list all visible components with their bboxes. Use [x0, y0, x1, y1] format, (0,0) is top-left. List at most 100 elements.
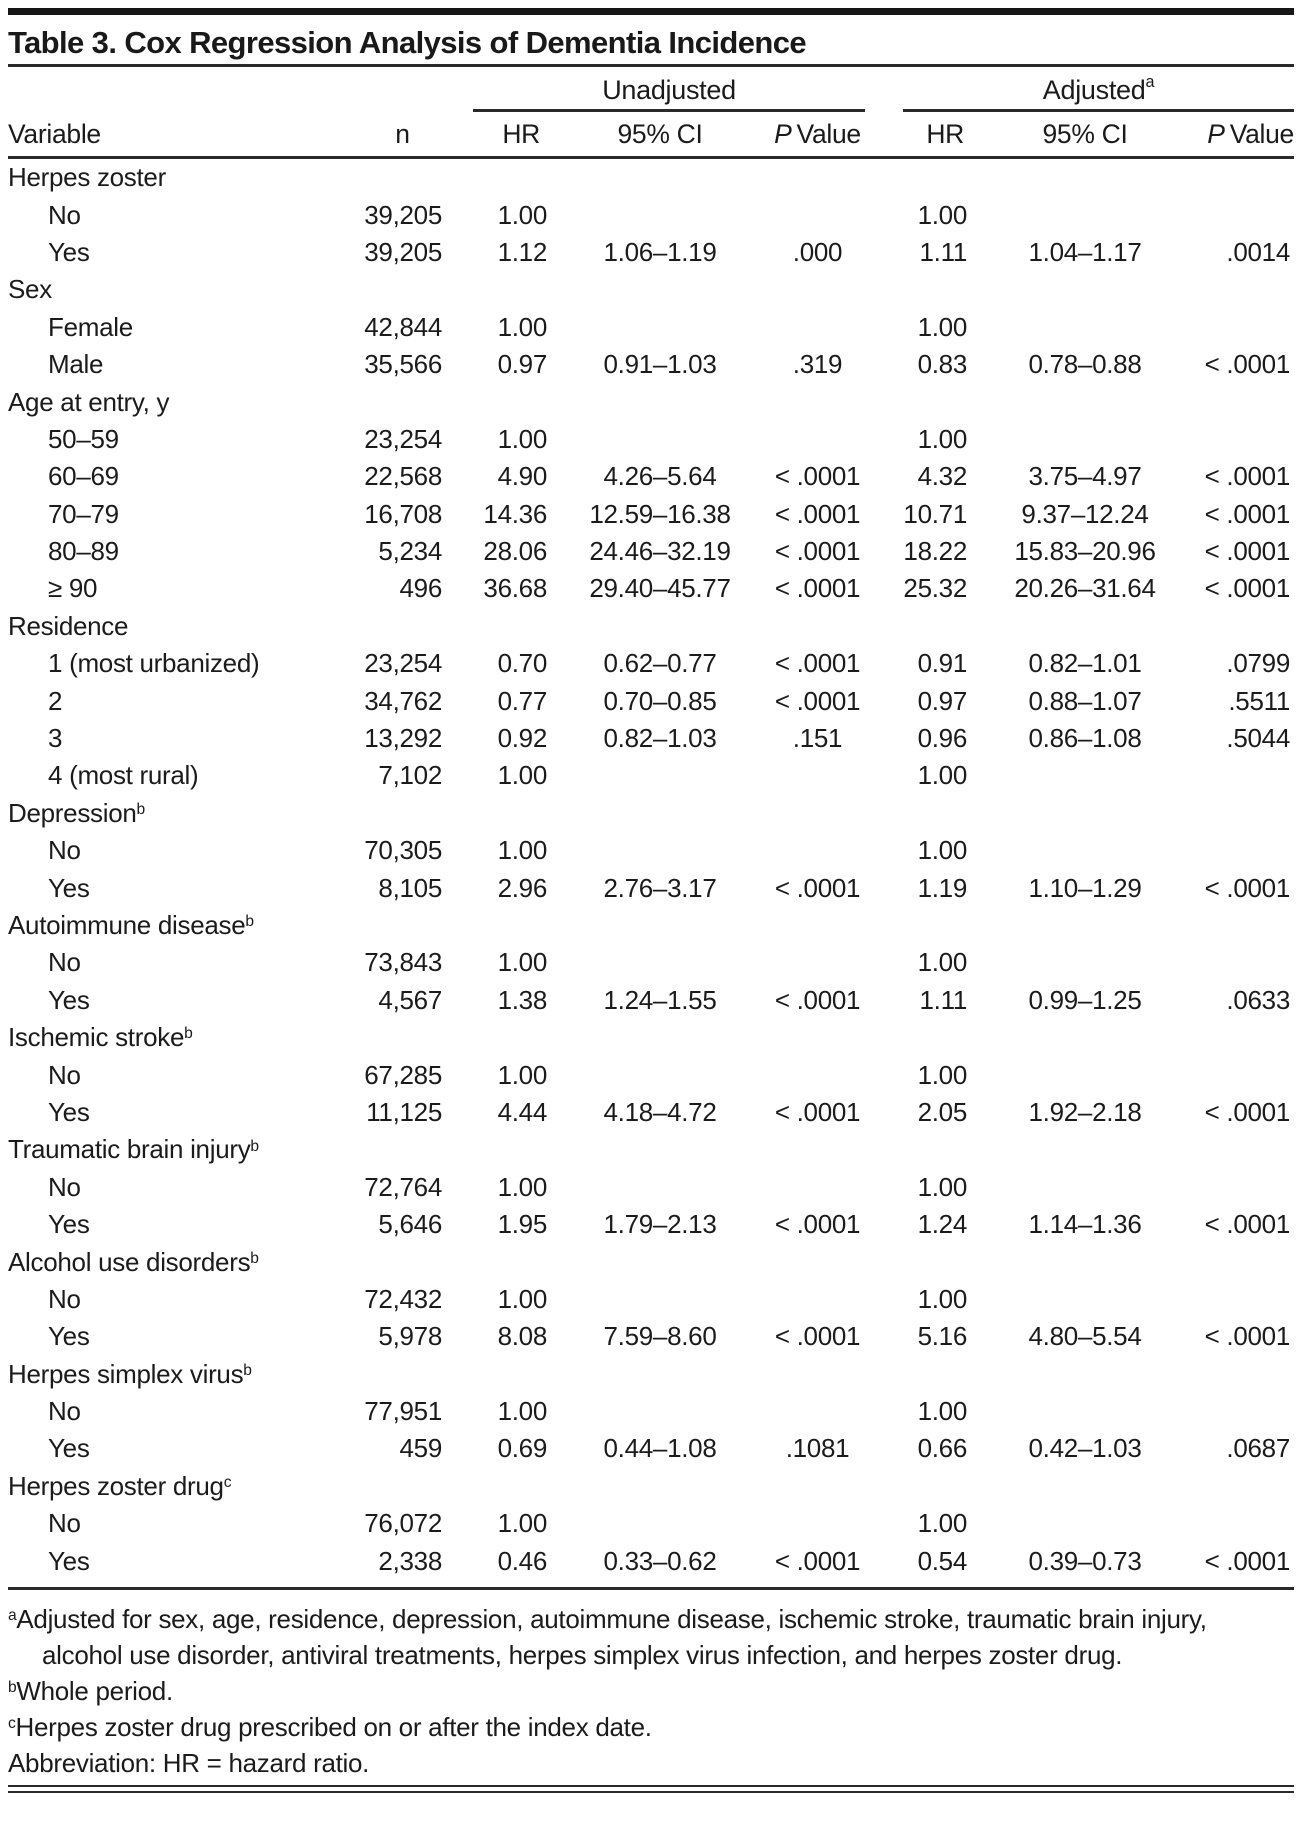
cell-unadjusted-hr: 0.46 [497, 1545, 548, 1576]
table-row: No 76,072 1.00 1.00 [8, 1505, 1294, 1542]
cell-unadjusted-ci: 1.06–1.19 [603, 236, 717, 267]
cell-unadjusted-ci: 4.26–5.64 [603, 461, 717, 492]
cell-unadjusted-ci: 24.46–32.19 [589, 536, 731, 567]
section-row: Traumatic brain injuryb [8, 1131, 1294, 1168]
cell-adjusted-ci: 1.04–1.17 [1028, 236, 1142, 267]
bottom-double-rule [8, 1784, 1294, 1793]
table-row: No 39,205 1.00 1.00 [8, 196, 1294, 233]
cell-adjusted-hr: 1.24 [917, 1209, 968, 1240]
cell-variable: Yes [48, 1321, 90, 1352]
cell-unadjusted-pvalue: .000 [792, 236, 843, 267]
cell-n: 7,102 [378, 760, 442, 791]
cell-unadjusted-hr: 0.97 [497, 349, 548, 380]
cell-variable: 1 (most urbanized) [48, 648, 260, 679]
cell-unadjusted-ci: 0.82–1.03 [603, 723, 717, 754]
cell-adjusted-pvalue: .0799 [1226, 648, 1290, 679]
cell-adjusted-hr: 1.00 [917, 311, 968, 342]
cell-unadjusted-hr: 1.00 [497, 199, 548, 230]
cell-adjusted-hr: 1.00 [917, 835, 968, 866]
cell-adjusted-pvalue: < .0001 [1204, 1545, 1291, 1576]
cell-adjusted-ci: 0.82–1.01 [1028, 648, 1142, 679]
cell-variable: No [48, 947, 81, 978]
cell-adjusted-pvalue: < .0001 [1204, 1096, 1291, 1127]
cell-adjusted-hr: 18.22 [903, 536, 967, 567]
cell-unadjusted-ci: 0.70–0.85 [603, 685, 717, 716]
cell-variable: Yes [48, 1433, 90, 1464]
table-row: 2 34,762 0.77 0.70–0.85 < .0001 0.97 0.88–1.07… [8, 682, 1294, 719]
cell-adjusted-hr: 2.05 [917, 1096, 968, 1127]
cell-unadjusted-hr: 0.70 [497, 648, 548, 679]
cell-unadjusted-pvalue: < .0001 [774, 498, 861, 529]
cell-unadjusted-ci: 0.33–0.62 [603, 1545, 717, 1576]
cell-n: 8,105 [378, 872, 442, 903]
cell-adjusted-hr: 0.97 [917, 685, 968, 716]
cell-n: 42,844 [364, 311, 442, 342]
cell-variable: Yes [48, 984, 90, 1015]
cell-adjusted-hr: 1.00 [917, 1283, 968, 1314]
table-row: 4 (most rural) 7,102 1.00 1.00 [8, 757, 1294, 794]
table-row: No 72,432 1.00 1.00 [8, 1281, 1294, 1318]
cell-unadjusted-pvalue: .319 [792, 349, 843, 380]
cell-n: 72,764 [364, 1171, 442, 1202]
cell-variable: 3 [48, 723, 63, 754]
header-unadjusted-hr: HR [502, 118, 540, 149]
table-row: Yes 459 0.69 0.44–1.08 .1081 0.66 0.42–1.03 .06… [8, 1430, 1294, 1467]
cell-unadjusted-ci: 0.91–1.03 [603, 349, 717, 380]
cell-variable: Traumatic brain injuryb [8, 1134, 259, 1165]
header-adjusted-hr: HR [926, 118, 964, 149]
table-row: No 77,951 1.00 1.00 [8, 1393, 1294, 1430]
p-italic: P [774, 118, 792, 149]
cell-variable: 80–89 [48, 536, 119, 567]
p-word: Value [796, 118, 862, 149]
section-row: Alcohol use disordersb [8, 1243, 1294, 1280]
cell-variable: No [48, 1059, 81, 1090]
cell-adjusted-ci: 0.88–1.07 [1028, 685, 1142, 716]
table-row: 1 (most urbanized) 23,254 0.70 0.62–0.77 < .… [8, 645, 1294, 682]
cell-unadjusted-pvalue: < .0001 [774, 685, 861, 716]
cell-unadjusted-hr: 1.95 [497, 1209, 548, 1240]
section-row: Depressionb [8, 795, 1294, 832]
group-adjusted-label: Adjusted [1042, 74, 1146, 105]
cell-unadjusted-hr: 1.00 [497, 1508, 548, 1539]
p-word: Value [1229, 118, 1295, 149]
section-row: Herpes zoster [8, 159, 1294, 196]
table-row: 70–79 16,708 14.36 12.59–16.38 < .0001 10.71 9… [8, 496, 1294, 533]
cell-n: 23,254 [364, 423, 442, 454]
section-row: Herpes simplex virusb [8, 1356, 1294, 1393]
cell-adjusted-hr: 0.83 [917, 349, 968, 380]
table-row: Yes 11,125 4.44 4.18–4.72 < .0001 2.05 1.92–2.… [8, 1094, 1294, 1131]
cell-variable: 60–69 [48, 461, 119, 492]
cell-variable: Alcohol use disordersb [8, 1246, 259, 1277]
cell-adjusted-hr: 25.32 [903, 573, 967, 604]
footnotes: aAdjusted for sex, age, residence, depre… [8, 1601, 1226, 1781]
cell-unadjusted-pvalue: < .0001 [774, 984, 861, 1015]
header-unadjusted-ci: 95% CI [617, 118, 703, 149]
cell-adjusted-ci: 0.78–0.88 [1028, 349, 1142, 380]
footnote: cHerpes zoster drug prescribed on or aft… [8, 1711, 652, 1742]
cell-adjusted-ci: 20.26–31.64 [1014, 573, 1156, 604]
cell-n: 72,432 [364, 1283, 442, 1314]
cell-unadjusted-hr: 0.77 [497, 685, 548, 716]
cell-adjusted-pvalue: .0633 [1226, 984, 1290, 1015]
cell-adjusted-ci: 15.83–20.96 [1014, 536, 1156, 567]
header-unadjusted-pvalue: P Value [770, 119, 865, 150]
top-rule [8, 8, 1294, 15]
header-variable: Variable [8, 118, 101, 149]
table-row: No 70,305 1.00 1.00 [8, 832, 1294, 869]
cell-n: 73,843 [364, 947, 442, 978]
cell-n: 22,568 [364, 461, 442, 492]
section-row: Residence [8, 608, 1294, 645]
cell-variable: 50–59 [48, 423, 119, 454]
cell-unadjusted-hr: 1.00 [497, 1171, 548, 1202]
table-row: ≥ 90 496 36.68 29.40–45.77 < .0001 25.32 20.26… [8, 570, 1294, 607]
table-body: Herpes zoster No 39,205 1.00 1.00 Yes 39,205 1.… [8, 159, 1294, 1580]
cell-unadjusted-hr: 1.12 [497, 236, 548, 267]
cell-variable: Yes [48, 1096, 90, 1127]
cell-unadjusted-hr: 1.00 [497, 760, 548, 791]
cell-unadjusted-hr: 0.92 [497, 723, 548, 754]
table-row: Yes 4,567 1.38 1.24–1.55 < .0001 1.11 0.99–1.2… [8, 982, 1294, 1019]
cell-variable: Yes [48, 236, 90, 267]
table-row: No 67,285 1.00 1.00 [8, 1056, 1294, 1093]
section-row: Ischemic strokeb [8, 1019, 1294, 1056]
cell-n: 39,205 [364, 199, 442, 230]
